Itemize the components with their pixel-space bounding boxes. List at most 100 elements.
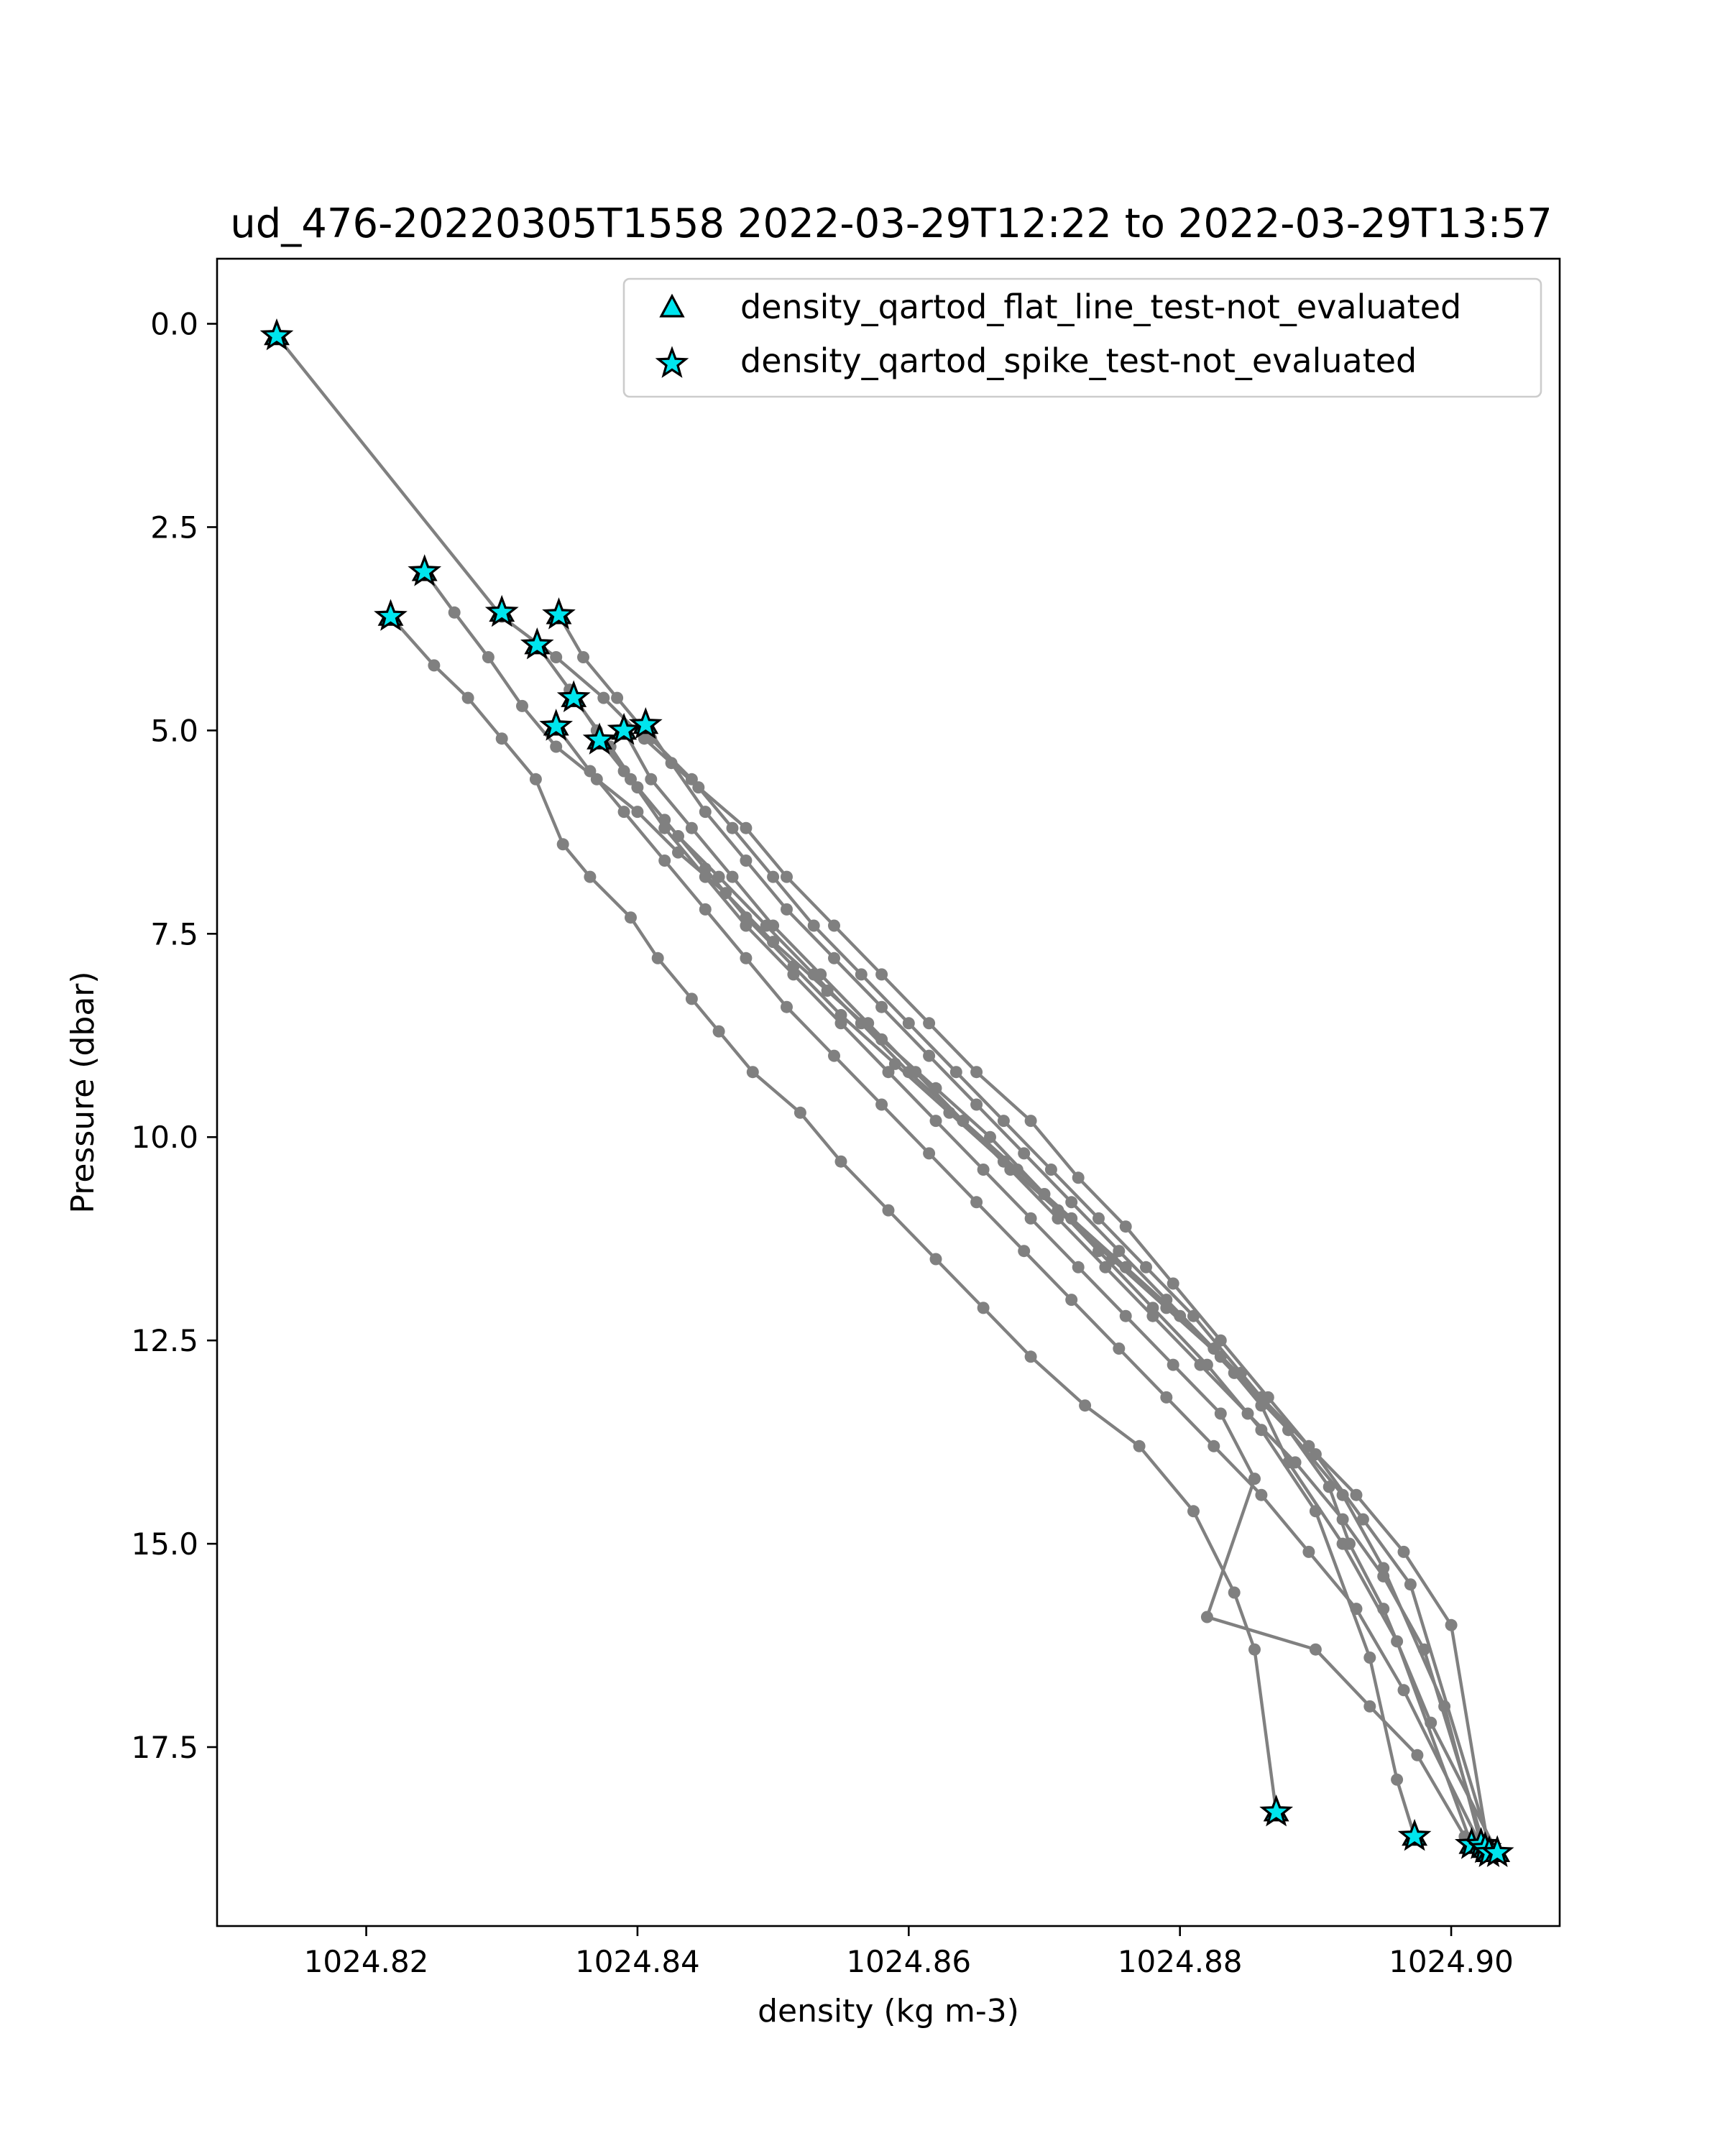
profile-series-9 — [639, 719, 1496, 1859]
profile-point — [862, 1017, 875, 1030]
profile-point — [1004, 1164, 1017, 1176]
profile-point — [882, 1204, 895, 1217]
profile-point — [1167, 1358, 1179, 1371]
plot-area-frame — [216, 257, 1561, 1927]
profile-point — [957, 1115, 970, 1128]
profile-point — [1194, 1358, 1207, 1371]
profile-point — [1255, 1488, 1268, 1501]
profile-point — [1445, 1618, 1458, 1631]
profile-point — [1187, 1309, 1200, 1322]
profile-point — [1187, 1505, 1200, 1518]
spike-test-marker — [259, 318, 294, 351]
profile-point — [1248, 1643, 1261, 1656]
profile-point — [1302, 1545, 1315, 1558]
profile-point — [617, 806, 630, 819]
profile-point — [767, 936, 780, 949]
profile-point — [767, 870, 780, 883]
profile-point — [1377, 1603, 1390, 1616]
y-tick-label: 10.0 — [131, 1120, 198, 1155]
profile-point — [875, 968, 888, 981]
profile-point — [834, 1155, 847, 1168]
profile-point — [1255, 1391, 1268, 1404]
spike-test-marker — [484, 594, 519, 627]
legend-star-marker — [655, 346, 689, 378]
x-tick-label: 1024.82 — [304, 1944, 429, 1979]
profile-point — [970, 1066, 983, 1079]
profile-point — [584, 870, 597, 883]
profile-point — [875, 1000, 888, 1013]
spike-test-marker — [1480, 1835, 1514, 1867]
profile-point — [1044, 1164, 1057, 1176]
profile-point — [1208, 1439, 1220, 1452]
profile-point — [1119, 1309, 1132, 1322]
profile-point — [1024, 1115, 1037, 1128]
profile-point — [781, 1000, 793, 1013]
profile-point — [428, 659, 441, 672]
profile-point — [1404, 1578, 1417, 1591]
profile-point — [834, 1017, 847, 1030]
profile-point — [685, 992, 698, 1005]
profile-point — [651, 952, 664, 964]
profile-point — [1417, 1643, 1430, 1656]
profile-point — [631, 806, 644, 819]
legend-label-spike: density_qartod_spike_test-not_evaluated — [740, 341, 1417, 380]
spike-test-marker — [408, 554, 442, 586]
profile-point — [1024, 1212, 1037, 1225]
profile-point — [977, 1302, 990, 1314]
profile-point — [665, 757, 678, 770]
spike-test-marker — [607, 712, 641, 745]
profile-series-6 — [553, 609, 1504, 1859]
profile-point — [1119, 1220, 1132, 1233]
y-tick-label: 12.5 — [131, 1323, 198, 1358]
profile-point — [814, 968, 827, 981]
profile-point — [685, 773, 698, 786]
spike-test-marker — [374, 599, 408, 631]
profile-point — [1146, 1309, 1159, 1322]
profile-point — [875, 1098, 888, 1111]
profile-point — [1018, 1245, 1031, 1258]
legend-label-flat-line: density_qartod_flat_line_test-not_evalua… — [740, 287, 1461, 326]
y-tick-label: 17.5 — [131, 1730, 198, 1765]
profile-point — [516, 699, 528, 712]
profile-point — [1167, 1277, 1179, 1290]
chart-title: ud_476-20220305T1558 2022-03-29T12:22 to… — [230, 201, 1552, 247]
profile-point — [1119, 1261, 1132, 1273]
profile-point — [1052, 1212, 1064, 1225]
profile-point — [597, 691, 610, 704]
profile-point — [1322, 1480, 1335, 1493]
profile-point — [1397, 1684, 1410, 1697]
profile-point — [1228, 1586, 1241, 1599]
profile-point — [781, 870, 793, 883]
profile-point — [1356, 1513, 1369, 1526]
profile-line-9 — [644, 724, 1491, 1853]
profile-point — [923, 1017, 936, 1030]
profile-point — [828, 1049, 840, 1062]
profile-point — [550, 651, 563, 663]
profile-point — [1397, 1545, 1410, 1558]
profile-point — [625, 911, 637, 924]
profile-point — [1113, 1245, 1126, 1258]
profile-point — [909, 1066, 922, 1079]
profile-point — [1065, 1294, 1078, 1307]
profile-point — [902, 1017, 915, 1030]
profile-point — [787, 968, 800, 981]
profile-point — [1343, 1537, 1356, 1550]
profile-point — [712, 1025, 725, 1038]
profile-point — [658, 854, 671, 867]
profile-point — [1065, 1196, 1078, 1209]
profile-point — [949, 1066, 962, 1079]
profile-point — [1425, 1716, 1438, 1729]
profile-point — [970, 1196, 983, 1209]
profile-point — [1377, 1570, 1390, 1583]
x-tick-label: 1024.86 — [846, 1944, 971, 1979]
y-tick-label: 7.5 — [150, 916, 198, 952]
profile-point — [1208, 1342, 1220, 1355]
profile-point — [726, 821, 739, 834]
profile-point — [1160, 1294, 1173, 1307]
y-axis: 0.0 2.5 5.0 7.5 10.0 12.5 15.0 17.5 — [131, 307, 217, 1765]
profile-point — [482, 651, 494, 663]
profile-point — [855, 968, 868, 981]
profile-point — [577, 651, 589, 663]
profile-point — [1350, 1603, 1363, 1616]
